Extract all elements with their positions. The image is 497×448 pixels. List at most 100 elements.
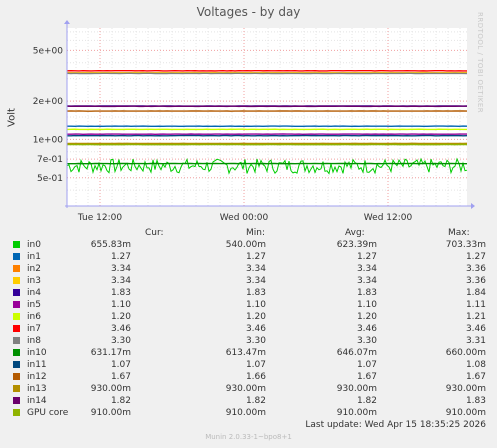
y-tick-label: 7e-01: [37, 155, 63, 165]
legend-series-name: in2: [27, 264, 41, 274]
legend-swatch: [13, 337, 20, 344]
legend-cur-value: 3.46: [110, 324, 131, 334]
legend-series-name: in8: [27, 336, 41, 346]
legend-row: in8 3.30 3.30 3.30 3.31: [0, 335, 497, 347]
legend-min-value: 1.10: [245, 300, 266, 310]
legend-header-avg: Avg:: [345, 228, 365, 238]
legend-cur-value: 1.20: [110, 312, 131, 322]
legend-header-max: Max:: [448, 228, 470, 238]
legend-row: in7 3.46 3.46 3.46 3.46: [0, 323, 497, 335]
legend-swatch: [13, 409, 20, 416]
legend-cur-value: 1.82: [110, 396, 131, 406]
legend-series-name: in5: [27, 300, 41, 310]
legend-row: in14 1.82 1.82 1.82 1.83: [0, 395, 497, 407]
legend-series-name: in10: [27, 348, 47, 358]
legend-min-value: 1.66: [245, 372, 266, 382]
legend-swatch: [13, 349, 20, 356]
legend-max-value: 910.00m: [445, 408, 486, 418]
rrdtool-watermark: RRDTOOL / TOBI OETIKER: [476, 12, 484, 114]
legend-row: in11 1.07 1.07 1.07 1.08: [0, 359, 497, 371]
x-tick-label: Wed 00:00: [220, 213, 269, 223]
legend-series-name: in6: [27, 312, 41, 322]
legend-swatch: [13, 385, 20, 392]
series-line-in0: [66, 157, 468, 175]
legend-max-value: 930.00m: [445, 384, 486, 394]
legend-max-value: 1.21: [465, 312, 486, 322]
legend-max-value: 703.33m: [445, 240, 486, 250]
legend-cur-value: 3.34: [110, 264, 131, 274]
legend-avg-value: 3.46: [356, 324, 377, 334]
legend-max-value: 1.67: [465, 372, 486, 382]
legend-series-name: in4: [27, 288, 41, 298]
legend-swatch: [13, 289, 20, 296]
legend-avg-value: 623.39m: [336, 240, 377, 250]
legend-min-value: 613.47m: [225, 348, 266, 358]
legend-max-value: 1.84: [465, 288, 486, 298]
legend-min-value: 3.30: [245, 336, 266, 346]
legend-min-value: 1.07: [245, 360, 266, 370]
legend-row: in0 655.83m 540.00m 623.39m 703.33m: [0, 239, 497, 251]
legend-avg-value: 930.00m: [336, 384, 377, 394]
legend-cur-value: 1.83: [110, 288, 131, 298]
legend-row: in5 1.10 1.10 1.10 1.11: [0, 299, 497, 311]
legend-swatch: [13, 277, 20, 284]
legend-cur-value: 1.27: [110, 252, 131, 262]
legend-cur-value: 3.34: [110, 276, 131, 286]
y-tick-label: 1e+00: [33, 135, 64, 145]
legend-series-name: in3: [27, 276, 41, 286]
legend-row: in1 1.27 1.27 1.27 1.27: [0, 251, 497, 263]
legend-min-value: 1.83: [245, 288, 266, 298]
legend-avg-value: 3.34: [356, 264, 377, 274]
y-axis-arrow: [64, 20, 70, 24]
legend-cur-value: 910.00m: [90, 408, 131, 418]
legend-max-value: 3.36: [465, 264, 486, 274]
legend-cur-value: 1.67: [110, 372, 131, 382]
chart-title: Voltages - by day: [196, 5, 301, 19]
legend-cur-value: 1.10: [110, 300, 131, 310]
legend-series-name: in7: [27, 324, 41, 334]
legend-row: in2 3.34 3.34 3.34 3.36: [0, 263, 497, 275]
legend-max-value: 1.08: [465, 360, 486, 370]
legend-min-value: 540.00m: [225, 240, 266, 250]
legend-series-name: in0: [27, 240, 41, 250]
legend-row: in6 1.20 1.20 1.20 1.21: [0, 311, 497, 323]
legend-max-value: 3.31: [465, 336, 486, 346]
legend-series-name: in12: [27, 372, 47, 382]
legend-row: in10 631.17m 613.47m 646.07m 660.00m: [0, 347, 497, 359]
legend-swatch: [13, 325, 20, 332]
legend-max-value: 3.46: [465, 324, 486, 334]
legend-header-min: Min:: [246, 228, 266, 238]
legend-max-value: 1.27: [465, 252, 486, 262]
legend-cur-value: 3.30: [110, 336, 131, 346]
legend-avg-value: 1.27: [356, 252, 377, 262]
legend-min-value: 1.82: [245, 396, 266, 406]
legend-max-value: 1.83: [465, 396, 486, 406]
y-axis-label: Volt: [6, 108, 18, 127]
legend-avg-value: 1.20: [356, 312, 377, 322]
legend-min-value: 3.46: [245, 324, 266, 334]
legend-avg-value: 1.83: [356, 288, 377, 298]
legend-min-value: 3.34: [245, 276, 266, 286]
legend-cur-value: 1.07: [110, 360, 131, 370]
legend-series-name: GPU core: [27, 408, 69, 418]
x-axis-arrow: [471, 203, 475, 209]
y-tick-label: 5e-01: [37, 174, 63, 184]
legend-row: in3 3.34 3.34 3.34 3.36: [0, 275, 497, 287]
legend-cur-value: 655.83m: [90, 240, 131, 250]
legend-row: in12 1.67 1.66 1.67 1.67: [0, 371, 497, 383]
y-tick-label: 5e+00: [33, 46, 64, 56]
voltage-chart: 5e+00 2e+00 1e+00 7e-01 5e-01 Tue 12:00 Wed 00…: [33, 20, 475, 223]
legend-avg-value: 3.34: [356, 276, 377, 286]
legend-min-value: 3.34: [245, 264, 266, 274]
legend-avg-value: 3.30: [356, 336, 377, 346]
legend-series-name: in14: [27, 396, 47, 406]
footer: Munin 2.0.33-1~bpo8+1: [205, 433, 292, 441]
legend-min-value: 930.00m: [225, 384, 266, 394]
legend-row: GPU core 910.00m 910.00m 910.00m 910.00m: [0, 407, 497, 419]
legend-series-name: in1: [27, 252, 41, 262]
legend-avg-value: 910.00m: [336, 408, 377, 418]
legend-min-value: 1.27: [245, 252, 266, 262]
legend-header-cur: Cur:: [145, 228, 164, 238]
legend-series-name: in13: [27, 384, 47, 394]
legend-avg-value: 1.82: [356, 396, 377, 406]
